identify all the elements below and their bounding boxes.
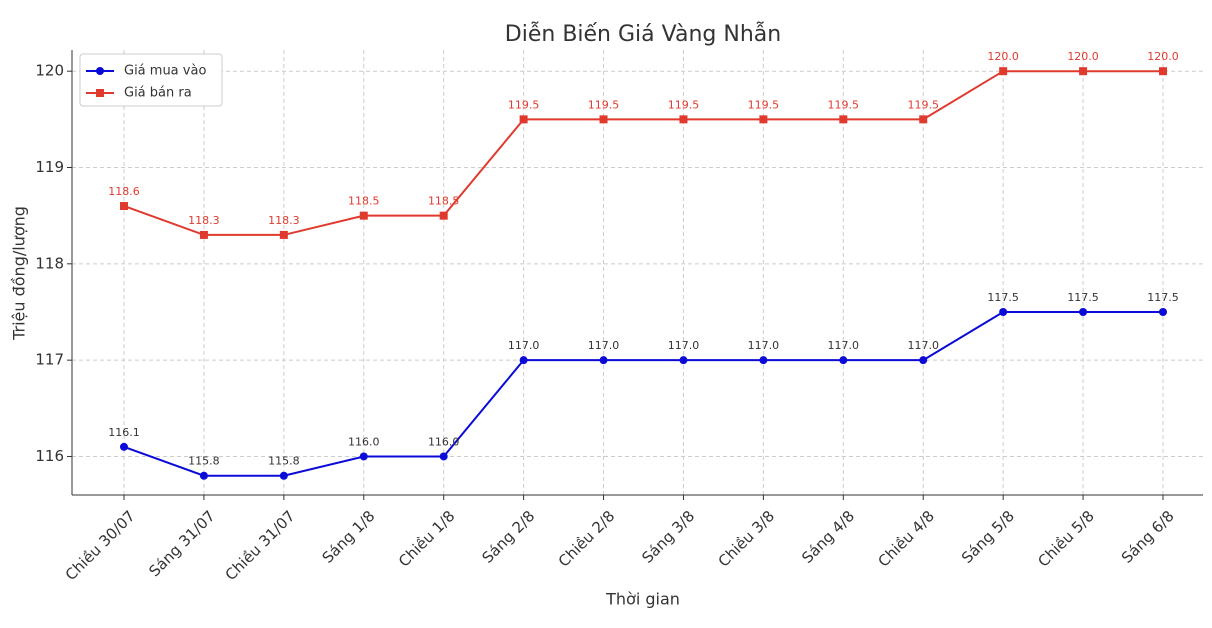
value-label: 120.0 — [1067, 50, 1099, 63]
marker — [919, 356, 928, 365]
value-label: 118.5 — [348, 195, 380, 208]
value-label: 119.5 — [668, 98, 700, 111]
marker — [759, 356, 768, 365]
x-tick-label: Sáng 4/8 — [798, 507, 858, 567]
value-label: 120.0 — [987, 50, 1019, 63]
x-tick-label: Chiều 4/8 — [874, 507, 937, 570]
y-axis-label: Triệu đồng/lượng — [10, 206, 29, 341]
value-label: 117.0 — [828, 339, 860, 352]
legend-box — [79, 53, 223, 107]
value-label: 117.5 — [1067, 291, 1099, 304]
x-tick-label: Sáng 5/8 — [958, 507, 1018, 567]
value-label: 118.3 — [188, 214, 220, 227]
value-label: 117.5 — [987, 291, 1019, 304]
x-tick-label: Chiều 30/07 — [62, 507, 139, 584]
x-tick-label: Sáng 6/8 — [1118, 507, 1178, 567]
x-tick-label: Chiều 2/8 — [555, 507, 618, 570]
legend-marker — [96, 89, 104, 97]
value-label: 118.6 — [108, 185, 140, 198]
y-tick-label: 120 — [35, 62, 64, 80]
marker — [1159, 67, 1167, 76]
value-label: 118.3 — [268, 214, 300, 227]
value-label: 120.0 — [1147, 50, 1179, 63]
x-tick-label: Chiều 5/8 — [1034, 507, 1097, 570]
x-tick-label: Chiều 31/07 — [222, 507, 299, 584]
value-label: 116.0 — [348, 435, 380, 448]
y-tick-label: 117 — [35, 351, 64, 369]
y-tick-label: 116 — [35, 447, 64, 465]
marker — [1079, 67, 1088, 76]
legend-label: Giá mua vào — [124, 64, 206, 79]
marker — [279, 230, 288, 239]
chart-title: Diễn Biến Giá Vàng Nhẫn — [505, 21, 781, 47]
x-axis-label: Thời gian — [605, 590, 680, 609]
value-label: 117.5 — [1147, 291, 1179, 304]
marker — [439, 452, 448, 461]
marker — [999, 67, 1008, 76]
x-tick-label: Chiều 3/8 — [715, 507, 778, 570]
marker — [519, 356, 528, 365]
marker — [120, 202, 128, 211]
value-label: 119.5 — [907, 98, 939, 111]
marker — [599, 115, 608, 124]
value-label: 117.0 — [748, 339, 780, 352]
value-label: 119.5 — [828, 98, 860, 111]
value-label: 115.8 — [188, 455, 220, 468]
value-label: 117.0 — [668, 339, 700, 352]
value-label: 118.5 — [428, 195, 460, 208]
value-label: 119.5 — [748, 98, 780, 111]
y-tick-label: 118 — [35, 254, 64, 272]
marker — [599, 356, 608, 365]
marker — [199, 230, 208, 239]
marker — [439, 211, 448, 220]
legend-marker — [96, 67, 104, 75]
marker — [919, 115, 928, 124]
x-tick-label: Sáng 1/8 — [319, 507, 379, 567]
marker — [199, 471, 208, 480]
marker — [839, 115, 848, 124]
value-label: 116.0 — [428, 435, 460, 448]
value-label: 115.8 — [268, 455, 300, 468]
value-label: 117.0 — [907, 339, 939, 352]
marker — [839, 356, 848, 365]
marker — [359, 211, 368, 220]
line — [123, 70, 1163, 236]
x-tick-label: Sáng 31/07 — [145, 507, 218, 580]
marker — [1159, 307, 1167, 316]
marker — [279, 471, 288, 480]
plot-area: 116.1 115.8 115.8 116.0 116.0 117.0 117.0 117.0… — [108, 50, 1179, 480]
marker — [679, 356, 688, 365]
value-label: 117.0 — [508, 339, 540, 352]
value-label: 119.5 — [588, 98, 620, 111]
legend-label: Giá bán ra — [124, 86, 192, 101]
legend: Giá mua vào Giá bán ra — [79, 53, 223, 107]
marker — [1079, 307, 1088, 316]
marker — [120, 442, 128, 451]
marker — [999, 307, 1008, 316]
marker — [759, 115, 768, 124]
marker — [679, 115, 688, 124]
x-tick-label: Sáng 3/8 — [638, 507, 698, 567]
marker — [519, 115, 528, 124]
x-tick-label: Sáng 2/8 — [479, 507, 539, 567]
value-label: 117.0 — [588, 339, 620, 352]
line — [123, 310, 1163, 477]
x-tick-label: Chiều 1/8 — [395, 507, 458, 570]
value-label: 119.5 — [508, 98, 540, 111]
value-label: 116.1 — [108, 426, 140, 439]
y-tick-label: 119 — [35, 158, 64, 176]
marker — [359, 452, 368, 461]
